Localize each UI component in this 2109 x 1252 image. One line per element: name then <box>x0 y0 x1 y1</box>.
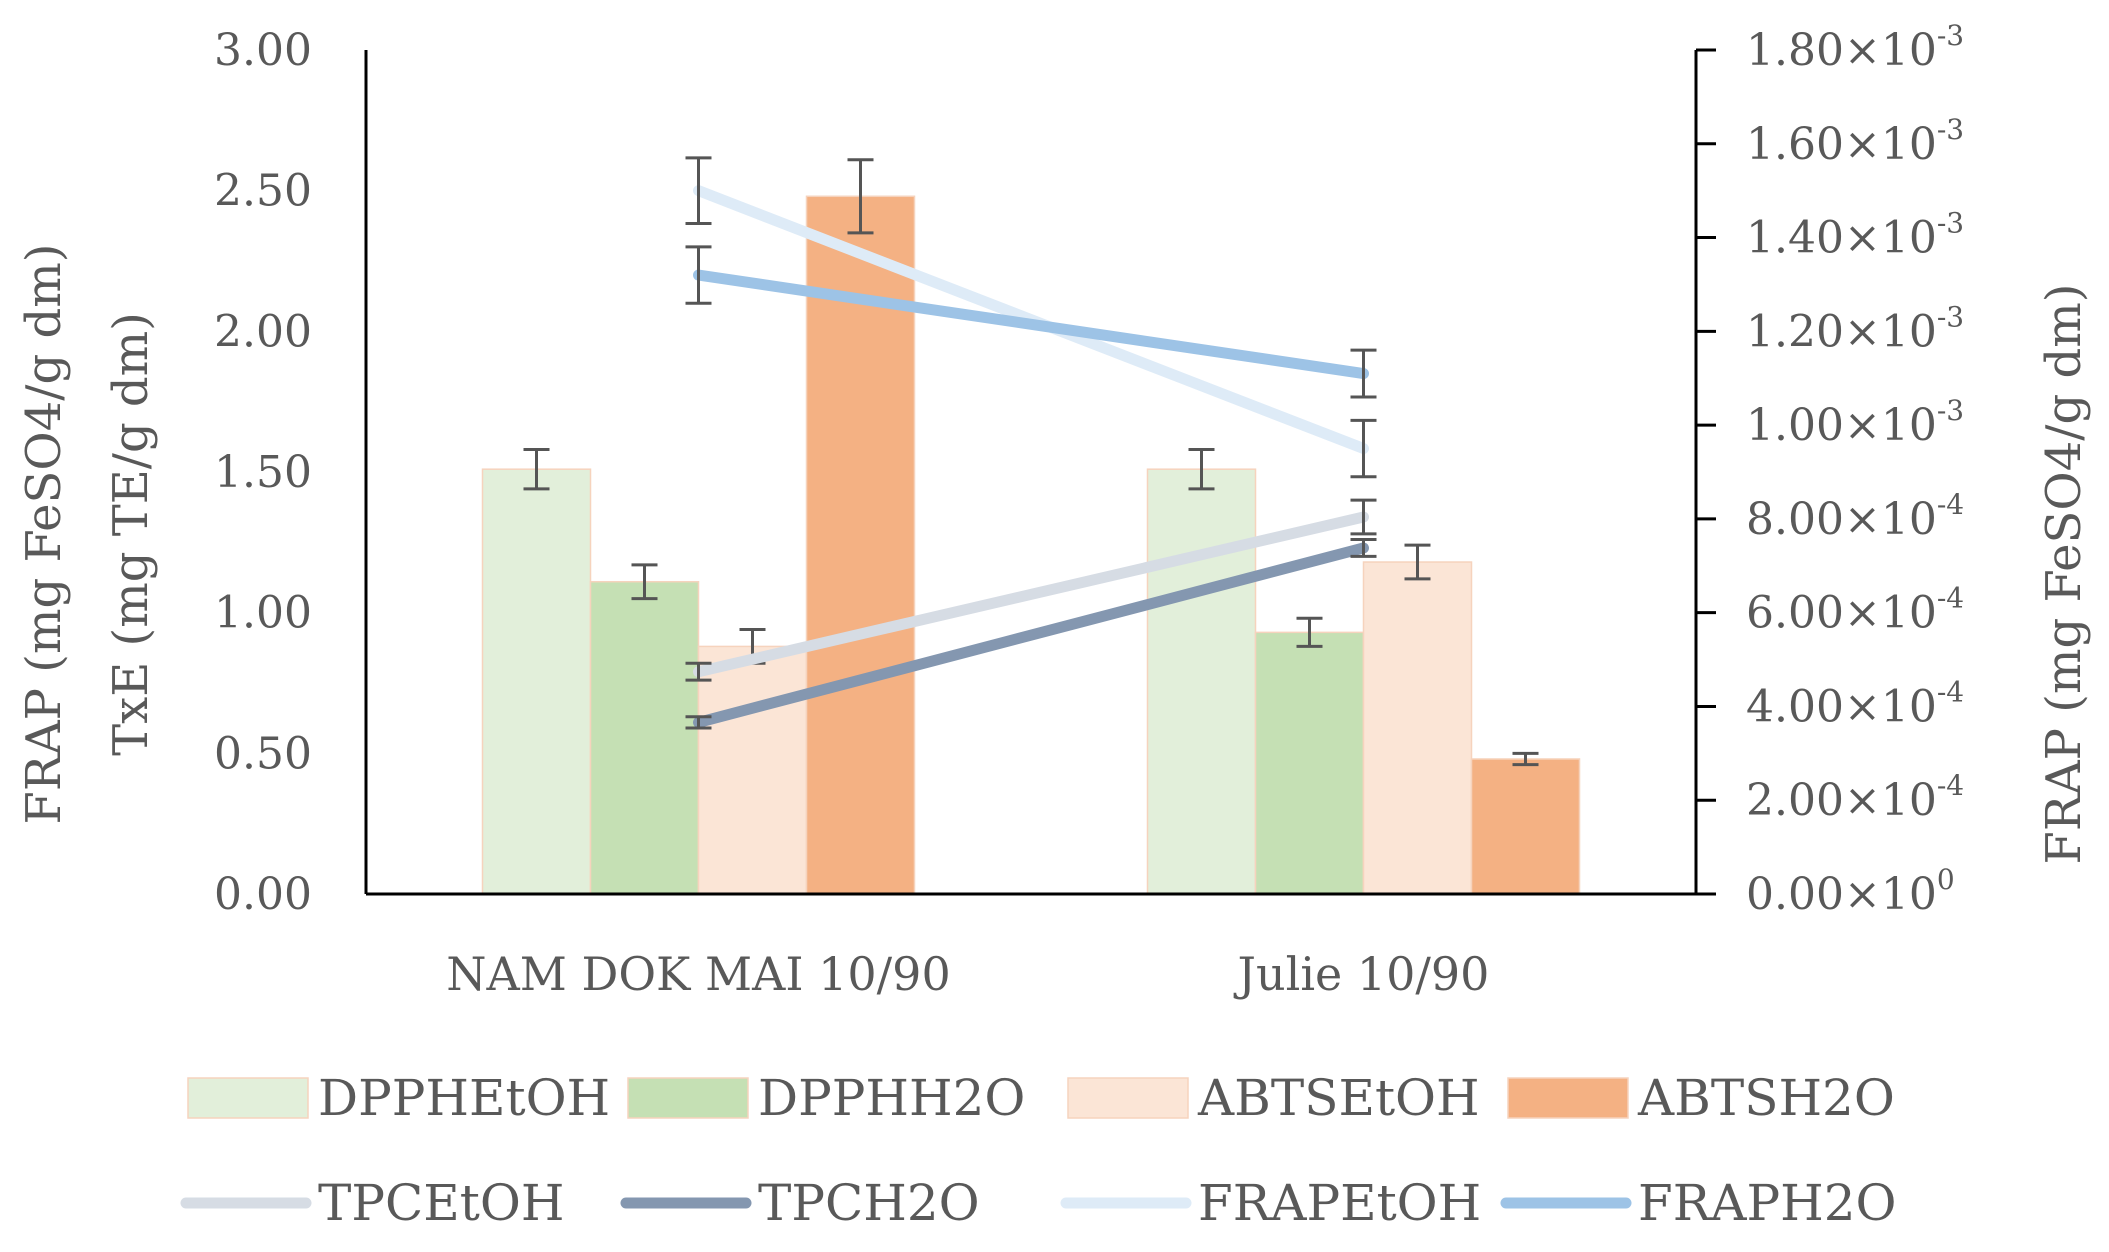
right-tick-label: 1.20×10-3 <box>1746 300 1964 357</box>
errorbar-dpphh2o-1 <box>631 563 658 601</box>
left-tick-label: 0.00 <box>214 869 312 920</box>
legend-item-tpcetoh: TPCEtOH <box>180 1174 564 1232</box>
legend: DPPHEtOH DPPHH2O ABTSEtOH ABTSH2O TPCEtOH TPC… <box>180 1069 1897 1232</box>
errorbar-abtsetoh-2 <box>1404 543 1431 581</box>
legend-swatch <box>627 1077 749 1119</box>
bar-abtsetoh-2 <box>1362 561 1473 895</box>
legend-label: TPCH2O <box>758 1174 980 1232</box>
legend-item-dpphh2o: DPPHH2O <box>627 1069 1025 1127</box>
right-tick-label: 1.80×10-3 <box>1746 19 1964 76</box>
errorbar-dpphetoh-2 <box>1188 447 1215 491</box>
axes: 0.00 0.50 1.00 1.50 2.00 2.50 3.00 0.00×100 2.00… <box>16 19 2092 1001</box>
errorbar-tpcetoh-1 <box>685 661 712 682</box>
errorbar-tpcetoh-2 <box>1350 498 1377 536</box>
errorbar-tpch2o-1 <box>685 715 712 730</box>
right-tick-label: 0.00×100 <box>1746 863 1955 920</box>
category-label-1: NAM DOK MAI 10/90 <box>446 947 950 1001</box>
legend-label: DPPHEtOH <box>318 1069 610 1127</box>
right-tick-label: 6.00×10-4 <box>1746 582 1964 639</box>
right-tick-label: 1.00×10-3 <box>1746 394 1964 451</box>
bar-dpphh2o-1 <box>589 580 700 895</box>
legend-swatch <box>1067 1077 1189 1119</box>
legend-item-fraph2o: FRAPH2O <box>1500 1174 1897 1232</box>
legend-label: DPPHH2O <box>758 1069 1025 1127</box>
line-tpch2o <box>693 542 1369 728</box>
right-axis-title: FRAP (mg FeSO4/g dm) <box>2036 284 2092 865</box>
legend-item-dpphetoh: DPPHEtOH <box>187 1069 610 1127</box>
bar-dpphetoh-2 <box>1146 468 1257 895</box>
bar-abtsetoh-1 <box>697 645 808 895</box>
errorbar-frapetoh-1 <box>685 156 712 225</box>
right-tick-label: 4.00×10-4 <box>1746 675 1964 732</box>
left-tick-label: 1.50 <box>214 447 312 498</box>
bar-dpphetoh-1 <box>481 468 592 895</box>
errorbar-fraph2o-2 <box>1350 348 1377 399</box>
errorbar-dpphetoh-1 <box>523 447 550 491</box>
legend-label: FRAPEtOH <box>1198 1174 1481 1232</box>
line-tpcetoh <box>693 511 1369 678</box>
left-tick-label: 3.00 <box>214 25 312 76</box>
legend-item-abtsetoh: ABTSEtOH <box>1067 1069 1480 1127</box>
left-tick-label: 2.50 <box>214 166 312 217</box>
errorbar-abtsh2o-1 <box>847 158 874 235</box>
errorbar-dpphh2o-2 <box>1296 616 1323 648</box>
bar-abtsh2o-2 <box>1470 758 1581 895</box>
legend-swatch <box>1507 1077 1629 1119</box>
legend-item-abtsh2o: ABTSH2O <box>1507 1069 1895 1127</box>
legend-item-frapetoh: FRAPEtOH <box>1060 1174 1481 1232</box>
left-tick-label: 0.50 <box>214 728 312 779</box>
legend-label: ABTSEtOH <box>1197 1069 1480 1127</box>
errorbar-fraph2o-1 <box>685 245 712 305</box>
right-tick-label: 1.40×10-3 <box>1746 207 1964 264</box>
legend-label: FRAPH2O <box>1638 1174 1897 1232</box>
line-fraph2o <box>693 269 1369 380</box>
left-tick-label: 1.00 <box>214 588 312 639</box>
legend-label: ABTSH2O <box>1637 1069 1895 1127</box>
right-tick-label: 1.60×10-3 <box>1746 113 1964 170</box>
bar-abtsh2o-1 <box>805 195 916 895</box>
right-tick-label: 8.00×10-4 <box>1746 488 1964 545</box>
category-label-2: Julie 10/90 <box>1234 947 1490 1001</box>
left-tick-label: 2.00 <box>214 306 312 357</box>
bar-dpphh2o-2 <box>1254 631 1365 895</box>
left-axis-title-2: TxE (mg TE/g dm) <box>103 312 159 756</box>
errorbar-tpch2o-2 <box>1350 538 1377 558</box>
right-tick-label: 2.00×10-4 <box>1746 769 1964 826</box>
legend-item-tpch2o: TPCH2O <box>620 1174 980 1232</box>
legend-swatch <box>187 1077 309 1119</box>
plot-area <box>481 156 1581 895</box>
errorbar-abtsh2o-2 <box>1512 751 1539 767</box>
errorbar-frapetoh-2 <box>1350 418 1377 479</box>
left-axis-title-1: FRAP (mg FeSO4/g dm) <box>16 244 72 825</box>
legend-label: TPCEtOH <box>318 1174 564 1232</box>
